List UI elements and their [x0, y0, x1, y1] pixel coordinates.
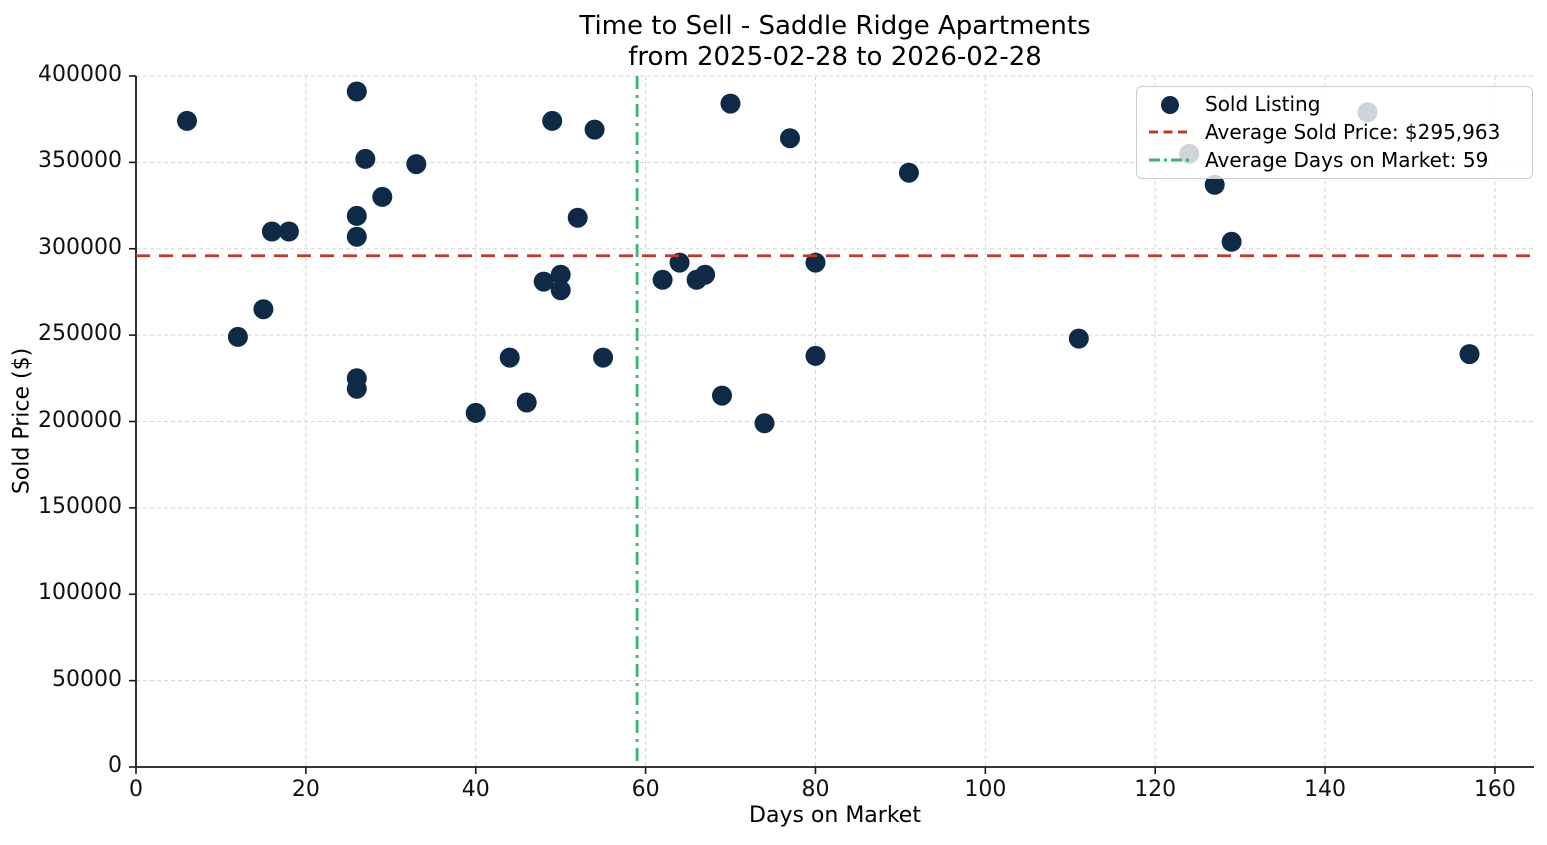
data-point: [1459, 344, 1480, 365]
y-tick-label: 400000: [38, 62, 122, 87]
data-point: [346, 205, 367, 226]
data-point: [669, 252, 690, 273]
y-tick-label: 250000: [38, 321, 122, 347]
legend-item-avg-price: Average Sold Price: $295,963: [1147, 119, 1522, 146]
chart-title-line1: Time to Sell - Saddle Ridge Apartments: [579, 11, 1091, 41]
legend-label-sold-listing: Sold Listing: [1205, 92, 1321, 117]
data-point: [720, 93, 741, 114]
data-point: [780, 128, 800, 149]
avg-days-dashdot-line-icon: [1149, 158, 1191, 162]
data-point: [652, 269, 673, 290]
y-tick-label: 200000: [38, 407, 122, 433]
x-tick-label: 0: [129, 777, 143, 802]
data-point: [754, 413, 775, 434]
data-point: [346, 81, 367, 102]
data-point: [533, 271, 554, 292]
x-tick-label: 60: [631, 777, 660, 802]
chart-title-line2: from 2025-02-28 to 2026-02-28: [628, 42, 1042, 72]
x-axis-label: Days on Market: [749, 803, 921, 828]
y-tick-label: 350000: [38, 148, 122, 174]
data-point: [372, 186, 393, 207]
y-tick-label: 300000: [38, 234, 122, 260]
data-point: [278, 221, 299, 242]
data-point: [406, 154, 427, 175]
data-point: [805, 345, 826, 366]
legend-label-avg-price: Average Sold Price: $295,963: [1205, 119, 1501, 144]
y-tick-label: 150000: [38, 493, 122, 519]
data-point: [227, 326, 248, 347]
legend: Sold Listing Average Sold Price: $295,96…: [1136, 86, 1533, 179]
y-tick-label: 50000: [52, 666, 122, 692]
data-point: [465, 402, 486, 423]
data-point: [253, 299, 274, 320]
x-tick-label: 160: [1473, 777, 1516, 802]
data-point: [695, 264, 716, 285]
data-point: [1221, 231, 1242, 252]
data-point: [898, 162, 919, 183]
data-point: [550, 264, 571, 285]
data-point: [355, 148, 376, 169]
data-point: [593, 347, 614, 368]
data-point: [567, 207, 588, 228]
data-point: [712, 385, 732, 406]
chart-title: Time to Sell - Saddle Ridge Apartments f…: [136, 11, 1534, 73]
x-tick-label: 20: [291, 777, 320, 802]
legend-item-sold-listing: Sold Listing: [1147, 91, 1522, 118]
x-tick-label: 40: [461, 777, 490, 802]
y-tick-label: 100000: [38, 580, 122, 606]
data-point: [261, 221, 282, 242]
data-point: [177, 110, 197, 131]
x-tick-label: 100: [964, 777, 1007, 802]
data-point: [346, 226, 367, 247]
x-tick-label: 120: [1134, 777, 1177, 802]
data-point: [1068, 328, 1089, 349]
data-point: [499, 347, 520, 368]
data-point: [1204, 174, 1225, 195]
data-point: [805, 252, 826, 273]
x-tick-label: 80: [801, 777, 830, 802]
data-point: [542, 110, 563, 131]
data-point: [550, 280, 571, 301]
data-point: [346, 378, 367, 399]
data-point: [516, 392, 537, 413]
sold-listing-marker-icon: [1161, 95, 1179, 114]
data-point: [584, 119, 605, 140]
avg-price-dashed-line-icon: [1149, 130, 1191, 134]
x-tick-label: 140: [1304, 777, 1347, 802]
legend-item-avg-days: Average Days on Market: 59: [1147, 147, 1522, 174]
y-tick-label: 0: [108, 753, 122, 778]
legend-label-avg-days: Average Days on Market: 59: [1205, 147, 1489, 172]
